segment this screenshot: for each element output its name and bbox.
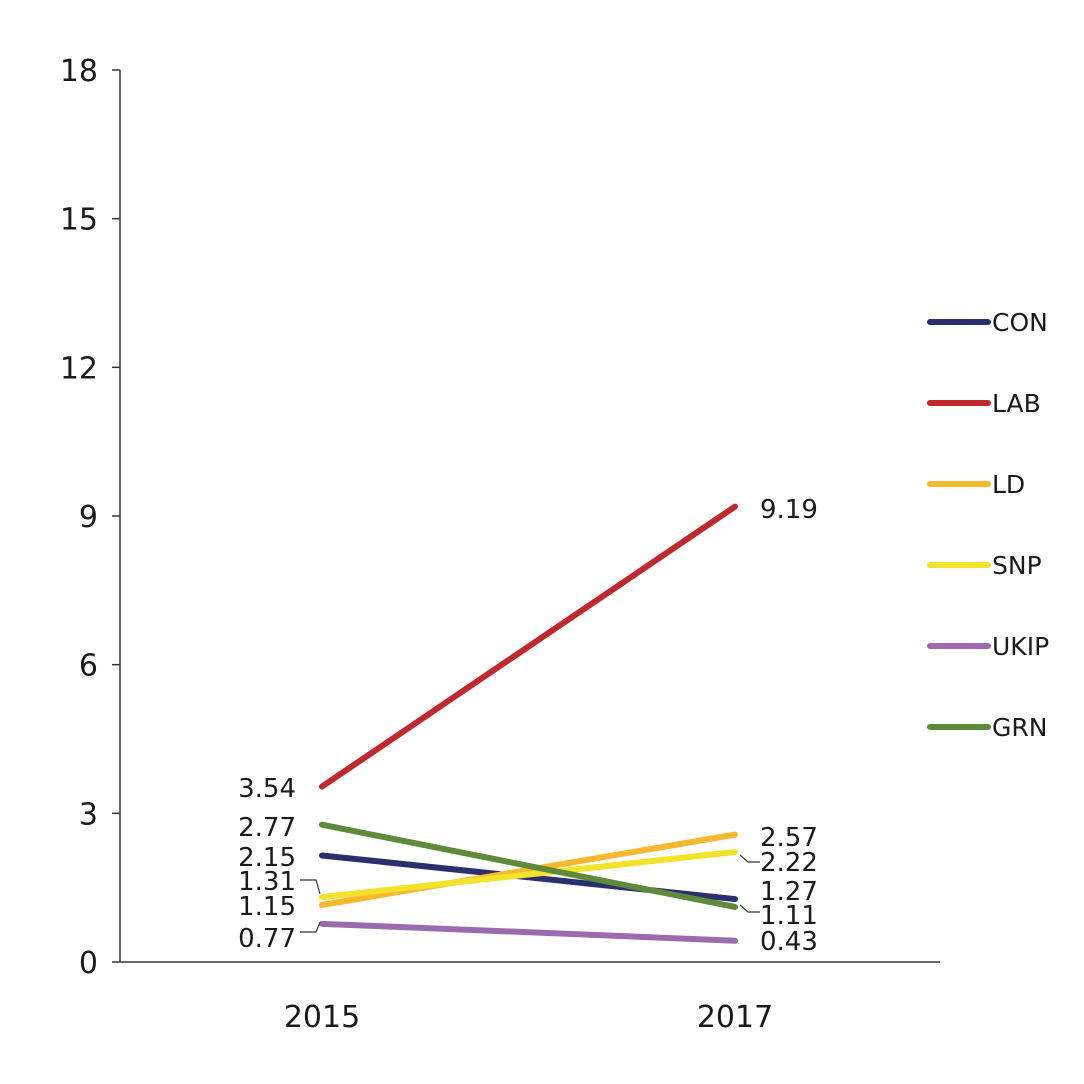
series-line-ld bbox=[319, 831, 738, 909]
y-tick-label: 9 bbox=[79, 500, 98, 535]
data-label-2015-ukip: 0.77 bbox=[238, 924, 296, 954]
leader-2017-snp bbox=[739, 854, 760, 863]
data-label-2017-con: 1.27 bbox=[760, 877, 818, 907]
data-label-2015-ld: 1.15 bbox=[238, 892, 296, 922]
series-lines bbox=[319, 503, 738, 944]
legend: CON LAB LD SNP UKIP GRN bbox=[927, 308, 1049, 742]
x-tick-label: 2015 bbox=[284, 1000, 360, 1035]
data-label-2017-snp: 2.22 bbox=[760, 848, 818, 878]
axes: 0 3 6 9 12 15 18 2015 2017 bbox=[60, 54, 940, 1035]
data-label-2017-grn: 1.11 bbox=[760, 901, 818, 931]
data-label-2015-lab: 3.54 bbox=[238, 774, 296, 804]
data-labels: 2.15 1.27 3.54 9.19 1.15 2.57 1.31 2.22 0.77 0.43… bbox=[238, 495, 818, 957]
y-tick-label: 0 bbox=[79, 946, 98, 981]
legend-label-ukip: UKIP bbox=[992, 632, 1049, 661]
y-tick-label: 15 bbox=[60, 203, 98, 238]
data-label-2015-snp: 1.31 bbox=[238, 867, 296, 897]
data-label-2017-lab: 9.19 bbox=[760, 495, 818, 525]
legend-label-ld: LD bbox=[992, 470, 1025, 499]
series-line-snp bbox=[319, 848, 738, 901]
series-line-ukip bbox=[319, 920, 738, 944]
series-line-grn bbox=[319, 821, 738, 910]
y-tick-label: 6 bbox=[79, 649, 98, 684]
data-label-2015-con: 2.15 bbox=[238, 843, 296, 873]
y-tick-label: 3 bbox=[79, 797, 98, 832]
data-label-2015-grn: 2.77 bbox=[238, 813, 296, 843]
legend-label-grn: GRN bbox=[992, 713, 1047, 742]
data-label-2017-ld: 2.57 bbox=[760, 823, 818, 853]
leader-2015-snp bbox=[300, 879, 321, 895]
legend-label-snp: SNP bbox=[992, 551, 1042, 580]
y-tick-label: 18 bbox=[60, 54, 98, 89]
series-line-lab bbox=[319, 503, 738, 790]
legend-label-lab: LAB bbox=[992, 389, 1041, 418]
label-leaders bbox=[300, 854, 760, 933]
leader-2017-grn bbox=[739, 904, 760, 913]
leader-2015-ukip bbox=[300, 921, 321, 933]
y-tick-label: 12 bbox=[60, 351, 98, 386]
x-tick-label: 2017 bbox=[697, 1000, 773, 1035]
data-label-2017-ukip: 0.43 bbox=[760, 927, 818, 957]
legend-label-con: CON bbox=[992, 308, 1048, 337]
